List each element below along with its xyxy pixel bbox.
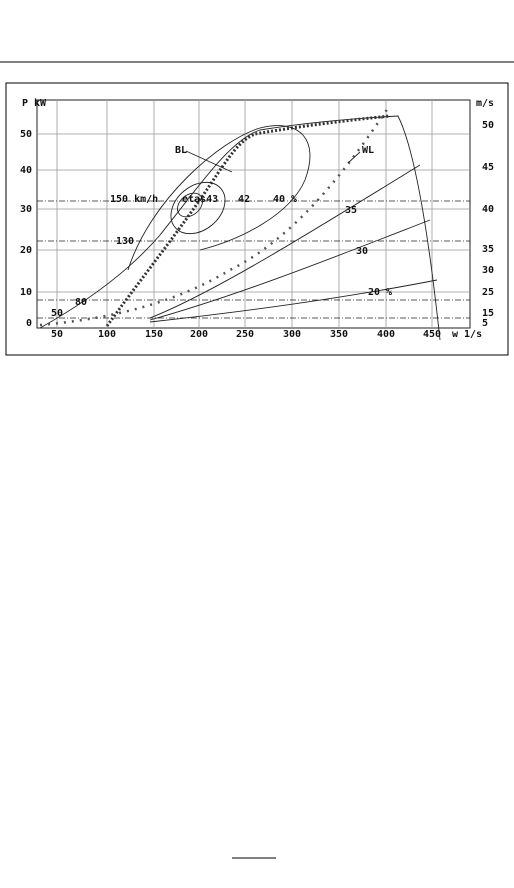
plot	[36, 99, 471, 341]
plot-frame	[36, 99, 471, 329]
efficiency-line	[149, 164, 421, 319]
x-tick-label: 100	[98, 329, 116, 340]
y2-tick-label: 25	[482, 287, 494, 298]
efficiency-island	[170, 181, 226, 235]
y-tick-label: 50	[20, 129, 32, 140]
bl-curve	[105, 114, 391, 327]
annotation: 150 km/h	[110, 194, 158, 205]
y-tick-label: 0	[26, 318, 32, 329]
efficiency-line	[149, 279, 438, 323]
annotation: 50	[51, 308, 63, 319]
wl-pointer	[347, 151, 361, 164]
efficiency-island	[177, 192, 203, 218]
y-tick-label: 40	[20, 165, 32, 176]
y2-tick-label: 50	[482, 120, 494, 131]
efficiency-contour	[127, 125, 311, 271]
x-tick-label: 200	[190, 329, 208, 340]
y-tick-label: 30	[20, 204, 32, 215]
x-tick-label: 350	[330, 329, 348, 340]
y2-tick-label: 35	[482, 244, 494, 255]
y2-tick-label: 30	[482, 265, 494, 276]
figure-frame	[5, 82, 509, 356]
y2-tick-label: 40	[482, 204, 494, 215]
annotation: 20 %	[368, 287, 392, 298]
x-tick-label: 300	[283, 329, 301, 340]
annotation: 40 %	[273, 194, 297, 205]
y-axis-label: P kW	[22, 98, 47, 109]
y2-tick-label: 45	[482, 162, 494, 173]
annotation: 35	[345, 205, 357, 216]
y2-tick-label: 15	[482, 308, 494, 319]
x-tick-label: 250	[236, 329, 254, 340]
x-tick-label: 450	[423, 329, 441, 340]
annotation: BL	[175, 145, 187, 156]
annotation: 130	[116, 236, 134, 247]
y-tick-label: 20	[20, 245, 32, 256]
y2-tick-label: 5	[482, 318, 488, 329]
y-tick-label: 10	[20, 287, 32, 298]
efficiency-line	[149, 219, 431, 321]
annotation: etas43	[182, 194, 218, 205]
annotation: 80	[75, 297, 87, 308]
grid	[37, 100, 470, 328]
x-tick-label: 400	[377, 329, 395, 340]
wl-curve	[39, 107, 390, 327]
x-axis-label: w 1/s	[452, 329, 482, 340]
annotation: 30	[356, 246, 368, 257]
x-tick-label: 50	[51, 329, 63, 340]
annotation: WL	[362, 145, 374, 156]
bl-pointer	[185, 150, 233, 173]
x-tick-label: 150	[145, 329, 163, 340]
annotation: 42	[238, 194, 250, 205]
y2-axis-label: m/s	[476, 98, 494, 109]
full-load-curve	[39, 115, 441, 341]
